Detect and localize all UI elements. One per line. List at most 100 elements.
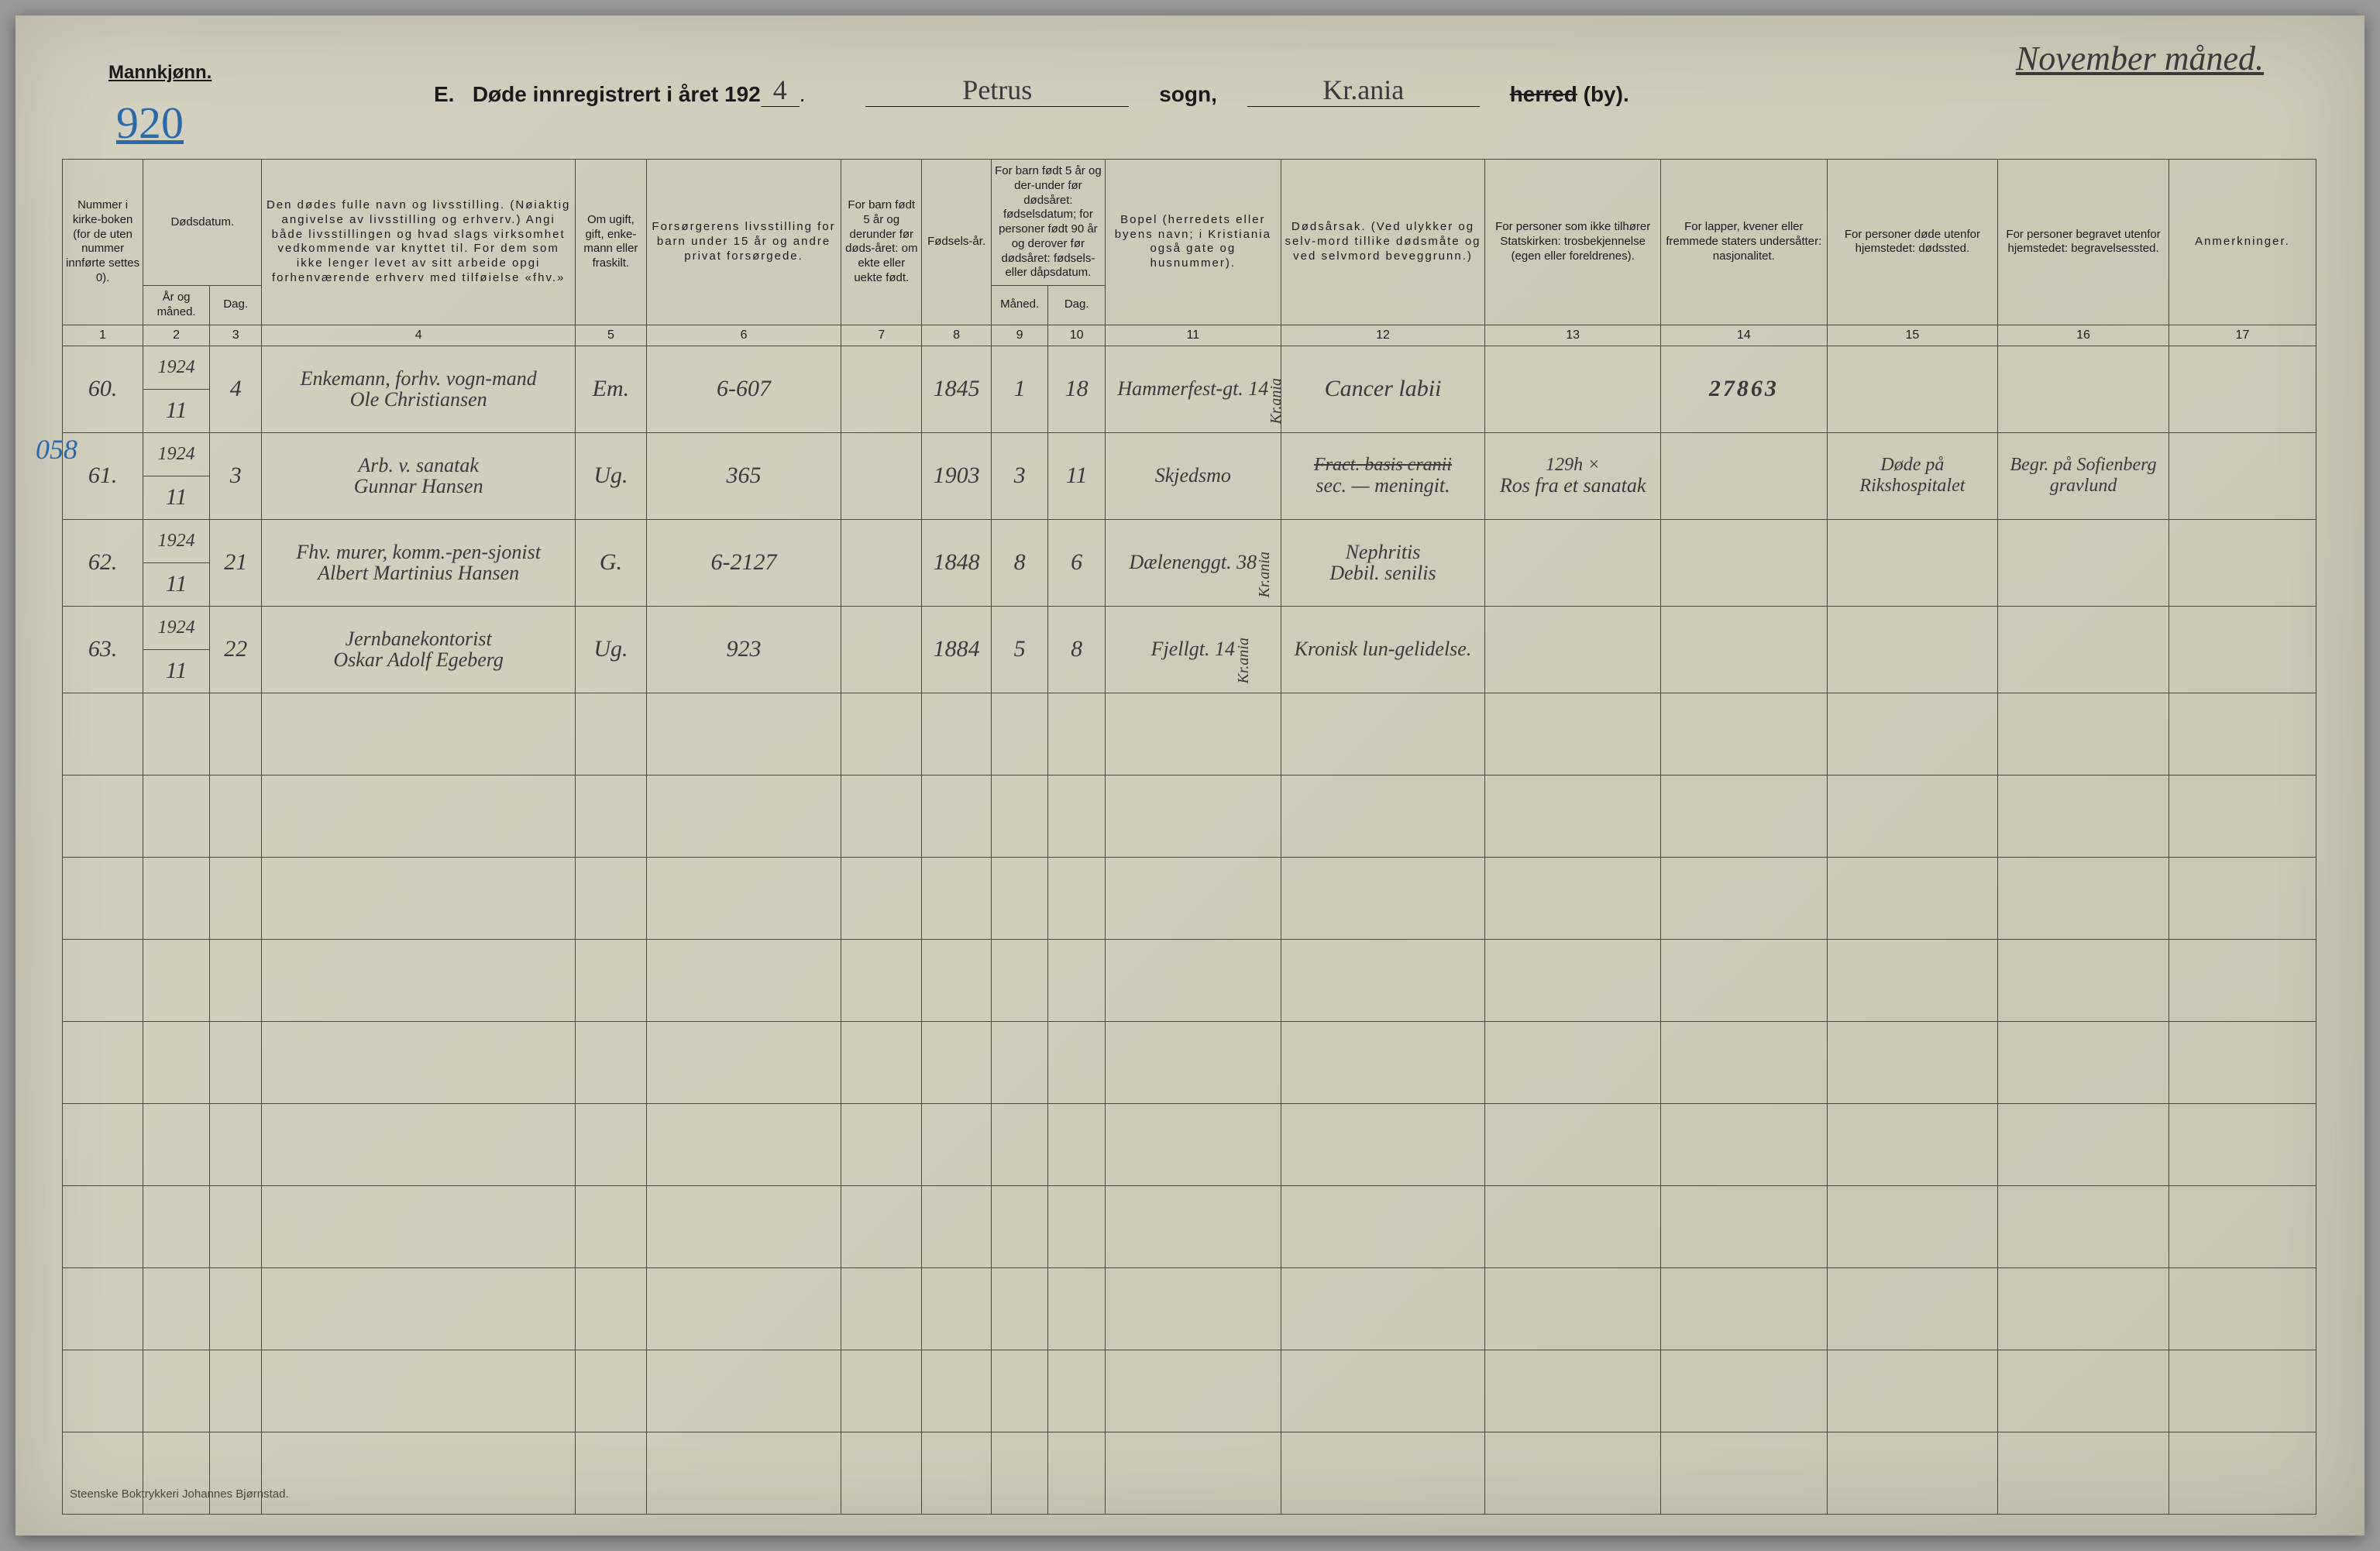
death-day: 4 [209, 346, 261, 432]
death-day: 22 [209, 606, 261, 693]
entry-number: 058 61. [63, 432, 143, 519]
birth-year: 1884 [922, 606, 991, 693]
blank-row [63, 775, 2316, 857]
burial-place [1998, 519, 2169, 606]
col-17-header: Anmerkninger. [2168, 160, 2316, 325]
year-fillin: 4 [761, 74, 800, 107]
col-2-3-header: Dødsdatum. [143, 160, 262, 286]
name-occupation: Jernbanekontorist Oskar Adolf Egeberg [262, 606, 576, 693]
entry-row: 60. 1924 4 Enkemann, forhv. vogn-mand Ol… [63, 346, 2316, 389]
col-16-header: For personer begravet utenfor hjemstedet… [1998, 160, 2169, 325]
birth-day: 8 [1048, 606, 1106, 693]
col-9-sub: Måned. [991, 286, 1048, 325]
blank-row [63, 1185, 2316, 1267]
entry-number: 60. [63, 346, 143, 432]
printer-footer: Steenske Boktrykkeri Johannes Bjørnstad. [70, 1487, 289, 1501]
gender-label: Mannkjønn. [108, 62, 212, 84]
residence: Fjellgt. 14 Kr.ania [1105, 606, 1281, 693]
blank-row [63, 1350, 2316, 1432]
death-month: 11 [143, 389, 210, 432]
religion [1485, 346, 1661, 432]
provider: 923 [646, 606, 841, 693]
nationality [1661, 432, 1828, 519]
remarks [2168, 519, 2316, 606]
cause-of-death: Fract. basis cranii sec. — meningit. [1281, 432, 1485, 519]
remarks [2168, 346, 2316, 432]
death-year: 1924 [143, 519, 210, 562]
death-month: 11 [143, 562, 210, 606]
residence: Dælenenggt. 38 Kr.ania [1105, 519, 1281, 606]
sogn-label: sogn, [1159, 82, 1217, 106]
col-12-header: Dødsårsak. (Ved ulykker og selv-mord til… [1281, 160, 1485, 325]
place-of-death: Døde på Rikshospitalet [1827, 432, 1998, 519]
name-occupation: Fhv. murer, komm.-pen-sjonist Albert Mar… [262, 519, 576, 606]
birth-day: 6 [1048, 519, 1106, 606]
col-11-header: Bopel (herredets eller byens navn; i Kri… [1105, 160, 1281, 325]
entry-row: 63. 1924 22 Jernbanekontorist Oskar Adol… [63, 606, 2316, 649]
entry-number: 63. [63, 606, 143, 693]
death-year: 1924 [143, 432, 210, 476]
col-3-sub: Dag. [209, 286, 261, 325]
legitimacy [841, 346, 922, 432]
month-handwritten: November måned. [2016, 39, 2264, 78]
col-1-header: Nummer i kirke-boken (for de uten nummer… [63, 160, 143, 325]
birth-month: 3 [991, 432, 1048, 519]
birth-month: 1 [991, 346, 1048, 432]
col-5-header: Om ugift, gift, enke-mann eller fraskilt… [575, 160, 646, 325]
place-of-death [1827, 346, 1998, 432]
religion: 129h × Ros fra et sanatak [1485, 432, 1661, 519]
death-day: 21 [209, 519, 261, 606]
entry-row: 058 61. 1924 3 Arb. v. sanatak Gunnar Ha… [63, 432, 2316, 476]
col-2-sub: År og måned. [143, 286, 210, 325]
sogn-fillin: Petrus [865, 74, 1129, 107]
entry-number: 62. [63, 519, 143, 606]
death-month: 11 [143, 476, 210, 519]
page-number-handwritten: 920 [116, 97, 184, 149]
residence: Hammerfest-gt. 14 Kr.ania [1105, 346, 1281, 432]
birth-day: 18 [1048, 346, 1106, 432]
blank-row [63, 693, 2316, 775]
ledger-page: Mannkjønn. November måned. 920 E. Døde i… [15, 15, 2365, 1536]
place-of-death [1827, 519, 1998, 606]
name-occupation: Enkemann, forhv. vogn-mand Ole Christian… [262, 346, 576, 432]
blank-row [63, 1432, 2316, 1514]
entry-row: 62. 1924 21 Fhv. murer, komm.-pen-sjonis… [63, 519, 2316, 562]
nationality [1661, 519, 1828, 606]
legitimacy [841, 606, 922, 693]
table-header: Nummer i kirke-boken (for de uten nummer… [63, 160, 2316, 346]
remarks [2168, 432, 2316, 519]
birth-month: 8 [991, 519, 1048, 606]
blank-row [63, 857, 2316, 939]
religion [1485, 519, 1661, 606]
col-6-header: Forsørgerens livsstilling for barn under… [646, 160, 841, 325]
death-year: 1924 [143, 606, 210, 649]
cause-of-death: Kronisk lun-gelidelse. [1281, 606, 1485, 693]
blank-row [63, 1021, 2316, 1103]
death-day: 3 [209, 432, 261, 519]
death-register-table: Nummer i kirke-boken (for de uten nummer… [62, 159, 2316, 1515]
col-13-header: For personer som ikke tilhører Statskirk… [1485, 160, 1661, 325]
col-4-header: Den dødes fulle navn og livsstilling. (N… [262, 160, 576, 325]
page-header: Mannkjønn. November måned. 920 E. Døde i… [62, 46, 2318, 116]
residence: Skjedsmo [1105, 432, 1281, 519]
remarks [2168, 606, 2316, 693]
title-row: E. Døde innregistrert i året 1924. Petru… [434, 74, 1629, 107]
title-main: Døde innregistrert i året 192 [473, 82, 761, 106]
col-9-10-header: For barn født 5 år og der-under før døds… [991, 160, 1105, 286]
birth-month: 5 [991, 606, 1048, 693]
birth-year: 1903 [922, 432, 991, 519]
provider: 6-607 [646, 346, 841, 432]
nationality [1661, 606, 1828, 693]
legitimacy [841, 519, 922, 606]
table-body: 60. 1924 4 Enkemann, forhv. vogn-mand Ol… [63, 346, 2316, 1514]
provider: 6-2127 [646, 519, 841, 606]
col-7-header: For barn født 5 år og derunder før døds-… [841, 160, 922, 325]
place-of-death [1827, 606, 1998, 693]
col-8-header: Fødsels-år. [922, 160, 991, 325]
birth-day: 11 [1048, 432, 1106, 519]
title-prefix: E. [434, 82, 454, 106]
burial-place [1998, 606, 2169, 693]
legitimacy [841, 432, 922, 519]
col-14-header: For lapper, kvener eller fremmede stater… [1661, 160, 1828, 325]
burial-place [1998, 346, 2169, 432]
